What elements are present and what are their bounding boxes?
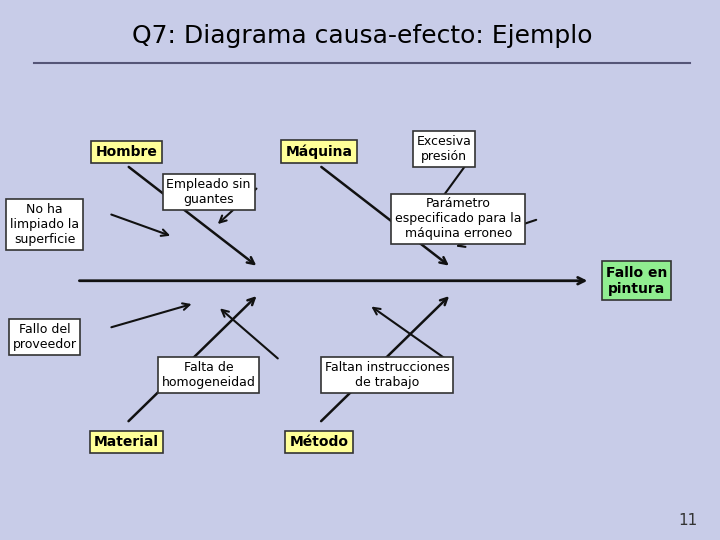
Text: No ha
limpiado la
superficie: No ha limpiado la superficie bbox=[10, 203, 79, 246]
Text: 11: 11 bbox=[678, 513, 697, 528]
Text: Q7: Diagrama causa-efecto: Ejemplo: Q7: Diagrama causa-efecto: Ejemplo bbox=[132, 24, 592, 48]
Text: Material: Material bbox=[94, 435, 159, 449]
Text: Máquina: Máquina bbox=[286, 145, 353, 159]
Text: Fallo en
pintura: Fallo en pintura bbox=[606, 266, 667, 296]
Text: Método: Método bbox=[289, 435, 348, 449]
Text: Parámetro
especificado para la
máquina erroneo: Parámetro especificado para la máquina e… bbox=[395, 198, 521, 240]
Text: Empleado sin
guantes: Empleado sin guantes bbox=[166, 178, 251, 206]
Text: Faltan instrucciones
de trabajo: Faltan instrucciones de trabajo bbox=[325, 361, 449, 389]
Text: Hombre: Hombre bbox=[96, 145, 158, 159]
Text: Fallo del
proveedor: Fallo del proveedor bbox=[12, 323, 76, 351]
Text: Excesiva
presión: Excesiva presión bbox=[417, 135, 472, 163]
Text: Falta de
homogeneidad: Falta de homogeneidad bbox=[161, 361, 256, 389]
